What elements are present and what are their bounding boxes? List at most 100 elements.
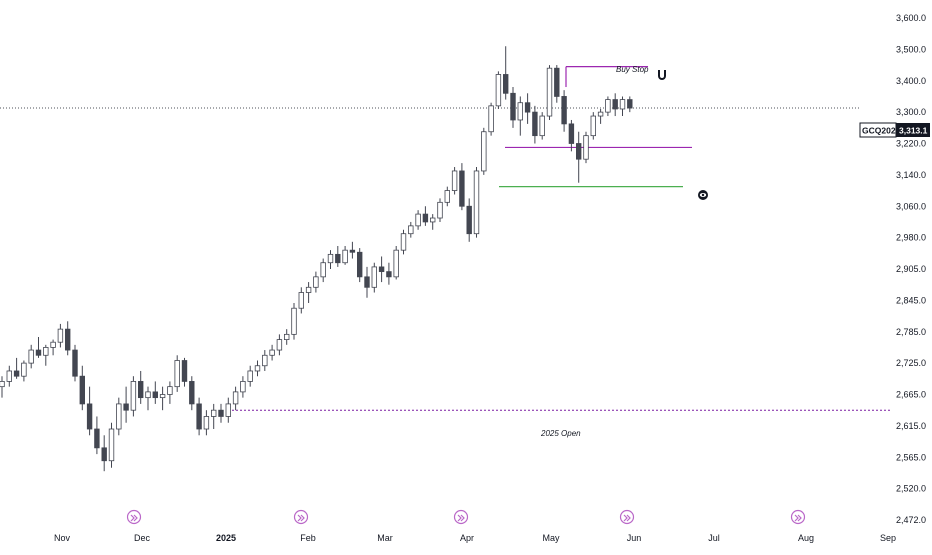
candle: [72, 344, 78, 382]
candle: [356, 248, 363, 283]
candle: [568, 119, 575, 152]
candle: [94, 416, 100, 455]
x-tick-label: Aug: [798, 533, 814, 543]
y-tick-label: 2,845.0: [896, 295, 926, 305]
candle: [429, 214, 436, 230]
candle: [283, 329, 290, 345]
candle: [0, 376, 5, 398]
candle: [415, 210, 421, 230]
candle: [196, 397, 202, 436]
event-icons[interactable]: [126, 509, 806, 525]
eye-icon[interactable]: [698, 190, 708, 200]
candle: [466, 198, 472, 242]
candle: [473, 167, 480, 238]
candle: [510, 87, 516, 128]
x-tick-label: Mar: [377, 533, 393, 543]
y-tick-label: 2,472.0: [896, 515, 926, 525]
candle: [619, 96, 626, 117]
event-icon[interactable]: [293, 509, 309, 525]
y-tick-label: 3,500.0: [896, 44, 926, 54]
event-icon[interactable]: [453, 509, 469, 525]
candle: [517, 96, 523, 136]
y-tick-label: 2,520.0: [896, 484, 926, 494]
level-lines: [232, 66, 892, 411]
candle: [364, 266, 370, 298]
candle: [590, 112, 596, 140]
y-tick-label: 2,615.0: [896, 421, 926, 431]
candle: [145, 386, 151, 411]
candle: [393, 245, 399, 280]
candle: [43, 344, 49, 366]
y-tick-label: 2,665.0: [896, 390, 926, 400]
candle: [101, 435, 107, 472]
candle: [386, 262, 392, 285]
magnet-icon[interactable]: [658, 70, 666, 80]
candle: [583, 131, 589, 164]
candle: [561, 90, 567, 132]
candle: [232, 386, 239, 411]
candle: [254, 360, 261, 377]
y-tick-label: 3,140.0: [896, 170, 926, 180]
candle: [152, 381, 158, 404]
last-price-label: 3,313.1: [899, 126, 928, 136]
candle: [305, 282, 312, 303]
event-icon[interactable]: [619, 509, 635, 525]
candle: [459, 163, 465, 211]
candle: [327, 250, 334, 269]
candle: [50, 339, 56, 356]
candle: [546, 65, 553, 120]
open-label-bg: [536, 427, 580, 439]
candle: [269, 344, 275, 361]
candle: [159, 386, 166, 411]
x-tick-label: May: [542, 533, 560, 543]
candle: [167, 381, 173, 404]
open-2025-label: 2025 Open: [540, 429, 581, 438]
candle: [342, 245, 348, 265]
y-tick-label: 3,600.0: [896, 13, 926, 23]
candle: [408, 221, 414, 238]
event-icon[interactable]: [790, 509, 806, 525]
y-tick-label: 2,785.0: [896, 327, 926, 337]
candle: [371, 262, 377, 293]
last-price-badge: [896, 123, 930, 137]
candle: [576, 131, 582, 183]
y-tick-label: 2,905.0: [896, 264, 926, 274]
candle: [13, 357, 20, 379]
y-tick-label: 3,300.0: [896, 107, 926, 117]
candle: [378, 256, 385, 283]
event-icon[interactable]: [126, 509, 142, 525]
candle: [539, 112, 545, 140]
candle: [627, 96, 633, 113]
candle: [116, 397, 122, 436]
x-tick-label: Apr: [460, 533, 474, 543]
candle: [79, 365, 85, 411]
candle: [189, 376, 195, 411]
candle: [108, 422, 115, 468]
candle: [181, 357, 188, 387]
candle: [130, 376, 137, 417]
candle: [21, 360, 27, 382]
candle: [437, 198, 443, 222]
candle: [320, 258, 326, 283]
candle: [532, 105, 538, 144]
buy-stop-label: Buy Stop: [616, 65, 649, 74]
candle: [488, 102, 494, 136]
candle: [422, 206, 429, 226]
candle: [65, 321, 71, 356]
y-tick-label: 3,220.0: [896, 139, 926, 149]
candles: [0, 46, 633, 472]
y-tick-label: 2,565.0: [896, 452, 926, 462]
candle: [400, 229, 407, 255]
candle: [276, 334, 283, 356]
candle: [313, 271, 319, 293]
candle: [298, 287, 304, 314]
candle: [137, 370, 144, 404]
y-tick-label: 2,980.0: [896, 233, 926, 243]
x-tick-label: Jul: [708, 533, 720, 543]
candle: [210, 403, 217, 430]
candle: [524, 93, 531, 124]
candle: [502, 46, 509, 100]
candle: [451, 167, 458, 195]
